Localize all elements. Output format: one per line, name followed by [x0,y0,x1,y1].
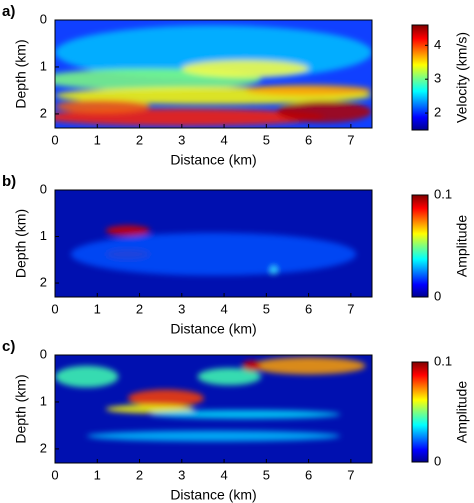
x-tick-label: 4 [220,132,227,147]
heatmap-feature [245,84,372,96]
y-tick-label: 1 [40,393,47,408]
x-tick-label: 1 [94,132,101,147]
panel-label: b) [2,173,16,190]
x-tick-label: 2 [136,301,143,316]
heatmap-texture [55,357,366,442]
y-tick-label: 2 [40,105,47,120]
x-tick-label: 5 [263,132,270,147]
plot-frame [54,189,373,298]
x-tick-label: 7 [347,301,354,316]
heatmap-feature [55,365,119,388]
x-tick-label: 5 [263,467,270,482]
x-tick-label: 0 [51,132,58,147]
heatmap-feature [197,367,262,386]
heatmap-texture [70,225,357,276]
heatmap-feature [127,389,204,407]
colorbar [411,24,429,131]
colorbar-tick-label: 0 [434,453,441,468]
x-axis-label: Distance (km) [170,152,256,168]
colorbar-label: Amplitude [454,215,470,277]
colorbar-tick-label: 2 [434,105,441,120]
heatmap [55,20,372,128]
colorbar-tick-label: 3 [434,71,441,86]
x-tick-label: 6 [305,467,312,482]
colorbar-label: Velocity (km/s) [454,32,470,123]
panel-label: a) [2,3,15,20]
heatmap-feature [251,357,366,375]
heatmap-feature [70,232,357,276]
heatmap-feature [55,99,151,113]
x-tick-label: 6 [305,132,312,147]
colorbar-tick-label: 4 [434,37,441,52]
heatmap-feature [55,108,325,126]
x-tick-label: 0 [51,301,58,316]
colorbar [411,361,429,463]
panel-label: c) [2,338,15,355]
x-tick-label: 7 [347,467,354,482]
y-tick-label: 0 [40,11,47,26]
colorbar [411,194,429,298]
y-axis-label: Depth (km) [13,374,29,443]
plot-frame [54,354,373,464]
y-axis-label: Depth (km) [13,39,29,108]
x-axis-label: Distance (km) [170,487,256,503]
colorbar-tick-label: 0.1 [434,186,452,201]
x-tick-label: 0 [51,467,58,482]
plot-frame [54,19,373,129]
colorbar-label: Amplitude [454,381,470,443]
x-tick-label: 2 [136,467,143,482]
x-tick-label: 3 [178,467,185,482]
y-tick-label: 0 [40,181,47,196]
heatmap-feature [276,101,372,123]
x-tick-label: 7 [347,132,354,147]
x-tick-label: 2 [136,132,143,147]
heatmap-feature [105,225,151,237]
heatmap-feature [86,430,341,442]
heatmap-feature [242,360,262,372]
x-tick-label: 5 [263,301,270,316]
y-tick-label: 2 [40,440,47,455]
heatmap-feature [270,265,277,275]
y-tick-label: 0 [40,346,47,361]
y-tick-label: 1 [40,58,47,73]
x-tick-label: 1 [94,467,101,482]
heatmap-texture [55,25,372,126]
heatmap [55,355,372,463]
heatmap [55,190,372,297]
x-tick-label: 4 [220,467,227,482]
heatmap-feature [150,410,341,419]
y-tick-label: 1 [40,228,47,243]
x-tick-label: 6 [305,301,312,316]
x-tick-label: 3 [178,132,185,147]
x-tick-label: 3 [178,301,185,316]
heatmap-feature [181,59,309,78]
colorbar-tick-label: 0.1 [434,353,452,368]
y-tick-label: 2 [40,274,47,289]
x-tick-label: 1 [94,301,101,316]
x-tick-label: 4 [220,301,227,316]
y-axis-label: Depth (km) [13,209,29,278]
heatmap-feature [105,404,195,414]
x-axis-label: Distance (km) [170,321,256,337]
colorbar-tick-label: 0 [434,288,441,303]
